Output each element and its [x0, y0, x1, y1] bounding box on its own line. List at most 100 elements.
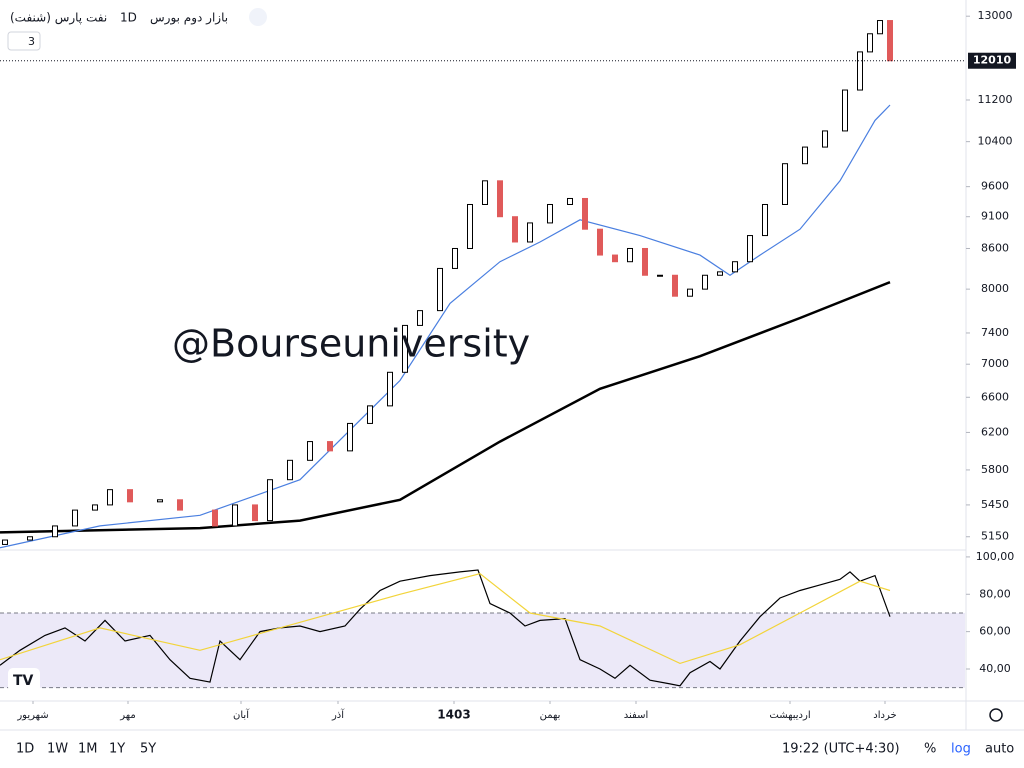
candle: [842, 89, 848, 132]
candle: [717, 271, 723, 276]
candle: [467, 203, 473, 249]
candle: [2, 539, 8, 545]
y-tick-label: 80,00: [979, 587, 1011, 600]
y-tick-label: 6200: [981, 425, 1009, 438]
y-tick-label: 5450: [981, 498, 1009, 511]
candle: [547, 203, 553, 224]
log-toggle[interactable]: log: [951, 742, 971, 757]
candle: [627, 247, 633, 263]
y-tick-label: 9600: [981, 180, 1009, 193]
y-tick-label: 9100: [981, 210, 1009, 223]
candle: [232, 504, 238, 527]
range-button[interactable]: 1W: [47, 742, 68, 757]
x-tick-label: اسفند: [624, 710, 648, 721]
clock: 19:22 (UTC+4:30): [782, 742, 900, 757]
y-tick-label: 5800: [981, 463, 1009, 476]
candle: [732, 261, 738, 273]
candle: [762, 203, 768, 237]
menu-button[interactable]: [249, 8, 267, 26]
y-tick-label: 6600: [981, 390, 1009, 403]
range-button[interactable]: 5Y: [140, 742, 156, 757]
x-tick-label: بهمن: [540, 710, 561, 721]
y-tick-label: 8600: [981, 241, 1009, 254]
candle: [92, 504, 98, 511]
y-tick-label: 13000: [978, 9, 1013, 22]
band: [0, 612, 965, 688]
candle: [512, 216, 518, 243]
x-tick-label: خرداد: [873, 710, 896, 721]
last-price-label: 12010: [973, 54, 1012, 67]
candle: [387, 371, 393, 407]
indicator-count: 3: [28, 35, 35, 48]
toolbar: 1D 1W 1M 1Y 5Y: [16, 742, 156, 757]
candle: [657, 274, 663, 277]
y-tick-label: 100,00: [976, 550, 1015, 563]
auto-toggle[interactable]: auto: [985, 742, 1014, 757]
x-tick-label: شهریور: [16, 710, 48, 721]
indicator-toggle[interactable]: [7, 31, 41, 51]
candle: [747, 235, 753, 263]
candle: [802, 146, 808, 165]
y-tick-label: 40,00: [979, 662, 1011, 675]
candle: [437, 267, 443, 312]
candle: [52, 525, 58, 538]
candle: [887, 20, 893, 62]
y-tick-label: 7400: [981, 326, 1009, 339]
candle: [287, 459, 293, 481]
candle: [107, 489, 113, 506]
candle: [687, 288, 693, 297]
range-button[interactable]: 1M: [78, 742, 98, 757]
candle: [672, 274, 678, 297]
candle: [402, 324, 408, 373]
range-button[interactable]: 1Y: [109, 742, 125, 757]
logo-mark: TV: [13, 673, 34, 689]
candle: [527, 222, 533, 243]
y-tick-label: 7000: [981, 357, 1009, 370]
candle: [177, 499, 183, 511]
settings-button[interactable]: [989, 708, 1003, 722]
percent-toggle[interactable]: %: [924, 742, 936, 757]
candle: [327, 441, 333, 452]
rsi-line: [0, 573, 891, 665]
candle: [877, 20, 883, 35]
candle: [702, 274, 708, 290]
candle: [867, 33, 873, 53]
x-tick-label: آبان: [233, 708, 250, 721]
y-tick-label: 5150: [981, 530, 1009, 543]
candle: [582, 197, 588, 230]
last-price-box: [968, 52, 1016, 69]
candle: [482, 180, 488, 205]
x-tick-label: 1403: [437, 708, 470, 722]
y-tick-label: 11200: [978, 93, 1013, 106]
candle: [307, 441, 313, 461]
candle: [612, 254, 618, 263]
candle: [347, 422, 353, 452]
candle: [27, 536, 33, 541]
candle: [417, 310, 423, 326]
overlay-line: [0, 104, 891, 549]
symbol-title: نفت پارس (شنفت): [10, 11, 107, 26]
y-tick-label: 8000: [981, 282, 1009, 295]
logo: [8, 668, 40, 692]
candle: [367, 405, 373, 424]
candle: [822, 130, 828, 148]
y-tick-label: 60,00: [979, 625, 1011, 638]
watermark: @Bourseuniversity: [172, 322, 530, 366]
candle: [597, 228, 603, 256]
candle: [782, 163, 788, 205]
candle: [857, 51, 863, 91]
interval: 1D: [120, 11, 137, 25]
exchange: بازار دوم بورس: [150, 11, 228, 26]
plot-area: 5150 5450 5800 6200 6600 7000 7400 8000 8600 9100…: [0, 9, 1016, 722]
x-tick-label: مهر: [119, 710, 135, 721]
candle: [567, 197, 573, 205]
candle: [72, 509, 78, 527]
candle: [212, 509, 218, 527]
x-tick-label: اردیبهشت: [769, 710, 810, 721]
candle: [497, 180, 503, 218]
range-button[interactable]: 1D: [16, 742, 34, 757]
x-tick-label: آذر: [331, 708, 345, 721]
candle: [267, 479, 273, 522]
candle: [452, 247, 458, 269]
candle: [157, 499, 163, 503]
